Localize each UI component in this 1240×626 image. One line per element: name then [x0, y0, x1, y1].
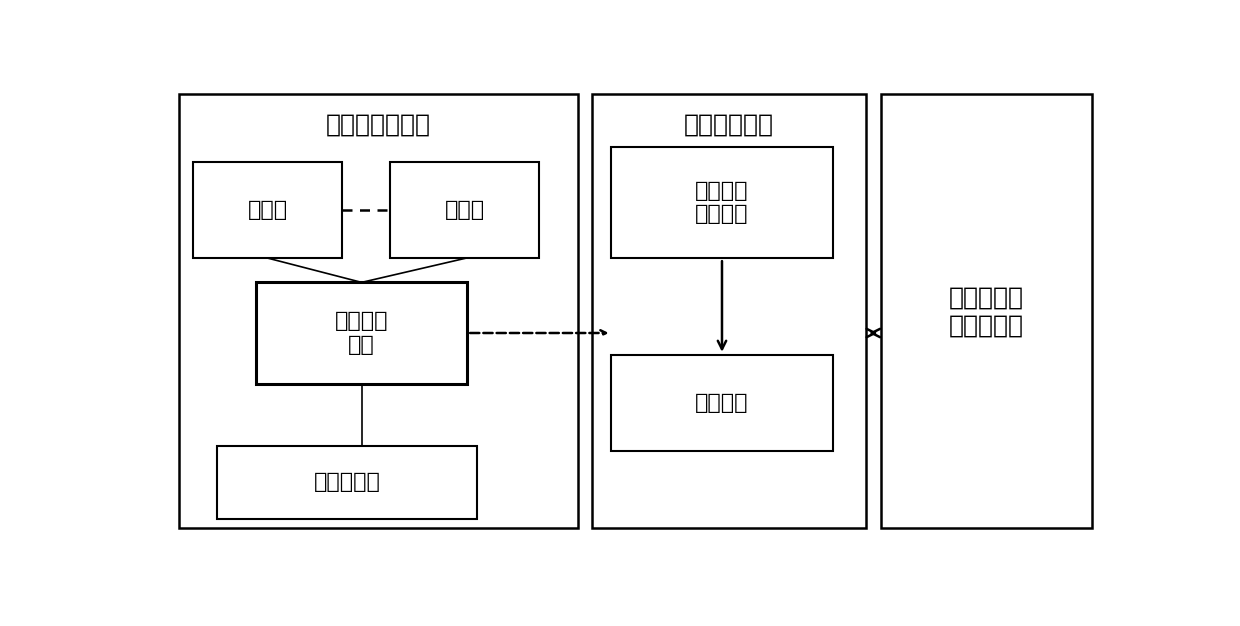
Bar: [611, 355, 832, 451]
Text: 传感器采集系统: 传感器采集系统: [326, 113, 432, 136]
Text: 数据处理和
控制服务器: 数据处理和 控制服务器: [949, 285, 1024, 337]
Bar: [217, 446, 477, 518]
Text: 传感器: 传感器: [248, 200, 288, 220]
Bar: [255, 282, 467, 384]
Bar: [391, 162, 539, 259]
Bar: [880, 95, 1092, 528]
Text: 信号调理
电路: 信号调理 电路: [335, 311, 388, 354]
Bar: [193, 162, 342, 259]
Bar: [593, 95, 866, 528]
Text: 通信电路: 通信电路: [696, 393, 749, 413]
Text: 数据采集
控制电路: 数据采集 控制电路: [696, 182, 749, 225]
Bar: [179, 95, 578, 528]
Text: 数据采集网关: 数据采集网关: [684, 113, 774, 136]
Bar: [611, 148, 832, 259]
Text: 传感器: 传感器: [445, 200, 485, 220]
Text: 传感器节点: 传感器节点: [314, 473, 381, 493]
